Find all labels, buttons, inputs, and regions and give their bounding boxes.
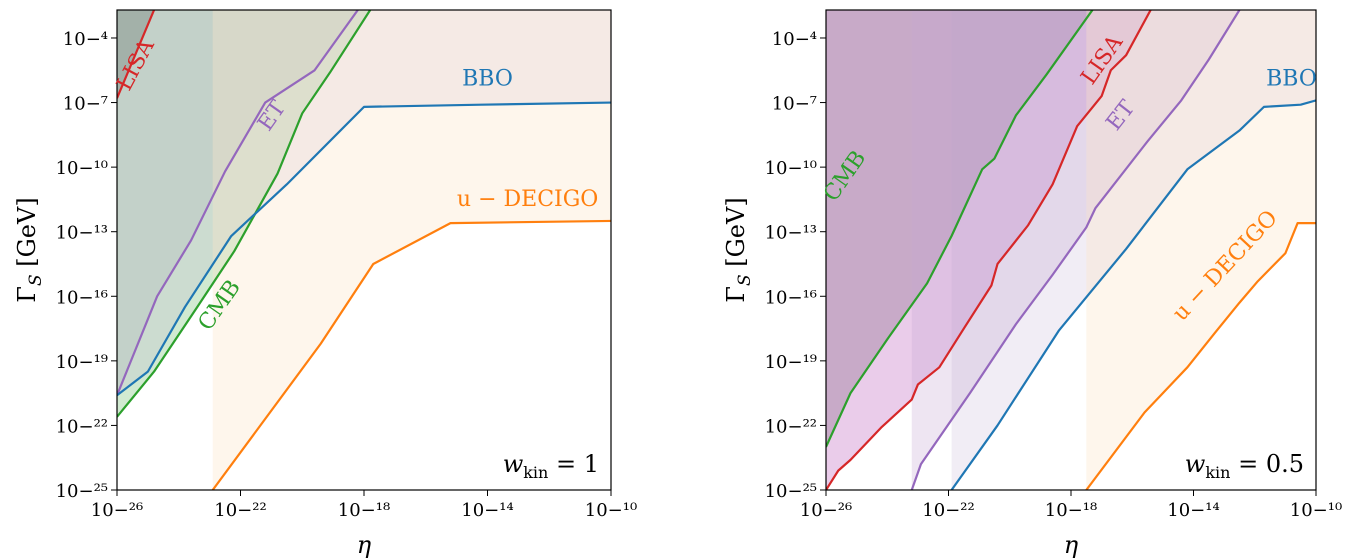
region-lisa — [826, 10, 1151, 490]
plot-area — [826, 10, 1316, 490]
series-line-u-decigo — [211, 219, 611, 490]
w-kin-annotation: wkin = 1 — [503, 450, 599, 482]
y-tick-label: 10−²⁵ — [56, 481, 108, 502]
y-tick-label: 10−²² — [56, 416, 108, 437]
region-et — [911, 10, 1240, 490]
x-tick-label: 10−¹⁰ — [1290, 500, 1342, 521]
x-tick-label: 10−¹⁴ — [1167, 500, 1219, 521]
x-tick-label: 10−¹⁰ — [585, 500, 637, 521]
y-tick-label: 10−⁷ — [63, 94, 108, 115]
y-tick-label: 10−¹⁹ — [56, 352, 108, 373]
x-tick-label: 10−¹⁸ — [1045, 500, 1097, 521]
x-axis-label: η — [357, 531, 372, 559]
series-line-et — [910, 10, 1241, 490]
x-tick-label: 10−²² — [214, 500, 266, 521]
y-tick-label: 10−¹⁰ — [765, 158, 817, 179]
x-tick-label: 10−¹⁸ — [338, 500, 390, 521]
y-tick-label: 10−⁴ — [63, 29, 108, 50]
y-axis-label: ΓS [GeV] — [13, 197, 46, 302]
annotation-value: = 1 — [548, 450, 599, 478]
y-tick-label: 10−¹⁰ — [56, 158, 108, 179]
annotation-symbol: w — [1185, 450, 1206, 478]
left-panel: 10−²⁶ 10−²² 10−¹⁸ 10−¹⁴ 10−¹⁰ 10−²⁵ 10−²² 10−¹⁹… — [13, 9, 637, 559]
annotation-value: = 0.5 — [1230, 450, 1304, 478]
series-label-bbo: BBO — [1266, 66, 1317, 91]
region-u-decigo — [1086, 10, 1316, 490]
y-axis-label-sub: S — [26, 274, 46, 286]
y-axis-label-unit: [GeV] — [13, 197, 41, 274]
x-tick-label: 10−²⁶ — [800, 500, 852, 521]
series-label-u-decigo: u − DECIGO — [457, 187, 598, 212]
series-line-lisa — [826, 10, 1152, 490]
plot-area — [117, 10, 611, 490]
region-u-decigo — [212, 10, 611, 490]
series-line-bbo — [117, 101, 611, 397]
y-axis-label: ΓS [GeV] — [722, 197, 755, 302]
y-tick-label: 10−¹⁶ — [56, 287, 108, 308]
y-tick-label: 10−⁷ — [772, 94, 817, 115]
region-bbo — [951, 10, 1316, 490]
series-label-bbo: BBO — [462, 66, 513, 91]
y-tick-label: 10−¹³ — [56, 223, 108, 244]
series-line-cmb — [826, 10, 1094, 448]
x-tick-label: 10−²⁶ — [91, 500, 143, 521]
region-et — [117, 10, 358, 396]
annotation-symbol: w — [503, 450, 524, 478]
x-tick-label: 10−²² — [922, 500, 974, 521]
y-axis-label-unit: [GeV] — [722, 197, 750, 274]
annotation-subscript: kin — [523, 463, 548, 482]
y-tick-label: 10−¹⁶ — [765, 287, 817, 308]
x-axis-label: η — [1064, 531, 1079, 559]
series-line-lisa — [117, 10, 156, 99]
series-line-et — [117, 10, 359, 396]
y-tick-label: 10−²² — [765, 416, 817, 437]
y-axis-label-sub: S — [735, 274, 755, 286]
y-tick-label: 10−²⁵ — [765, 481, 817, 502]
y-tick-label: 10−¹³ — [765, 223, 817, 244]
w-kin-annotation: wkin = 0.5 — [1185, 450, 1304, 482]
y-tick-label: 10−⁴ — [772, 29, 817, 50]
series-line-bbo — [950, 99, 1316, 490]
y-axis-label-main: Γ — [722, 286, 750, 303]
y-axis-label-main: Γ — [13, 286, 41, 303]
y-tick-label: 10−¹⁹ — [765, 352, 817, 373]
x-tick-label: 10−¹⁴ — [461, 500, 513, 521]
series-line-u-decigo — [1085, 221, 1316, 490]
right-panel: 10−²⁶ 10−²² 10−¹⁸ 10−¹⁴ 10−¹⁰ 10−²⁵ 10−²² 10−¹⁹… — [722, 9, 1342, 559]
annotation-subscript: kin — [1205, 463, 1230, 482]
region-bbo — [117, 10, 611, 396]
